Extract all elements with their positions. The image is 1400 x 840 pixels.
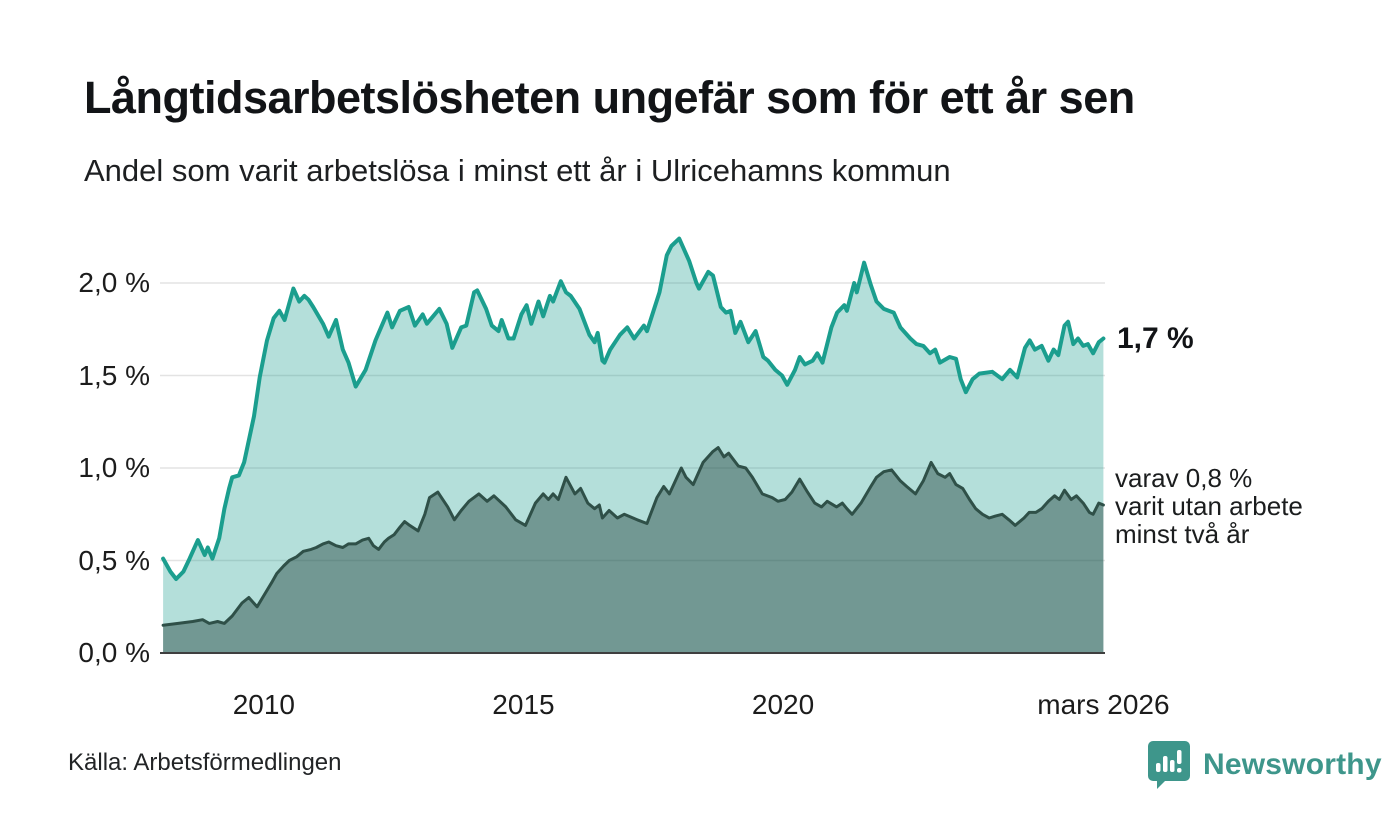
x-tick-label: mars 2026 bbox=[1037, 689, 1170, 720]
y-tick-label: 0,5 % bbox=[78, 544, 150, 576]
secondary-annotation-line: minst två år bbox=[1115, 519, 1250, 549]
chart-title: Långtidsarbetslösheten ungefär som för e… bbox=[84, 72, 1135, 123]
newsworthy-logo-icon bbox=[1148, 741, 1190, 789]
y-tick-label: 1,0 % bbox=[78, 452, 150, 483]
y-tick-label: 1,5 % bbox=[78, 359, 150, 391]
y-tick-label: 2,0 % bbox=[78, 267, 150, 298]
source-caption: Källa: Arbetsförmedlingen bbox=[68, 749, 342, 776]
x-tick-label: 2020 bbox=[751, 689, 815, 720]
secondary-series-annotation: varav 0,8 % varit utan arbete minst två år bbox=[1115, 464, 1303, 548]
x-tick-label: 2010 bbox=[232, 689, 295, 720]
newsworthy-logo: Newsworthy bbox=[1147, 740, 1382, 790]
y-tick-label: 0,0 % bbox=[78, 637, 150, 668]
x-tick-label: 2015 bbox=[492, 689, 555, 720]
chart-subtitle: Andel som varit arbetslösa i minst ett å… bbox=[84, 153, 951, 188]
series-end-value-label: 1,7 % bbox=[1117, 321, 1194, 355]
secondary-annotation-line: varit utan arbete bbox=[1115, 491, 1303, 521]
newsworthy-logo-text: Newsworthy bbox=[1203, 748, 1382, 781]
secondary-annotation-line: varav 0,8 % bbox=[1115, 463, 1253, 493]
